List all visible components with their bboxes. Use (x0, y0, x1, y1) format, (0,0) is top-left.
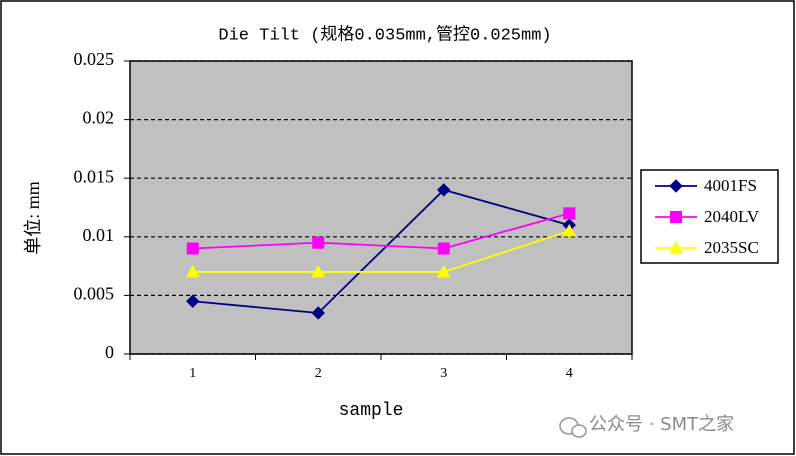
watermark-text: 公众号 · SMT之家 (589, 414, 734, 435)
x-tick-label: 4 (566, 366, 573, 381)
marker (563, 207, 576, 220)
marker (185, 264, 200, 278)
series-line (192, 188, 570, 314)
y-tick-label: 0.02 (83, 108, 115, 128)
x-tick-label: 2 (315, 366, 322, 381)
marker (437, 183, 451, 197)
y-axis-label: 单位: mm (23, 181, 43, 255)
marker (562, 223, 577, 237)
legend-label: 4001FS (704, 176, 757, 195)
series-line (192, 230, 570, 273)
legend-label: 2040LV (704, 207, 760, 226)
series-line (192, 212, 570, 250)
y-tick-label: 0.01 (83, 225, 115, 245)
x-tick-label: 1 (189, 366, 196, 381)
y-tick-label: 0 (105, 342, 114, 362)
marker (311, 306, 325, 320)
legend-label: 2035SC (704, 238, 759, 257)
marker (186, 294, 200, 308)
watermark: 公众号 · SMT之家 (559, 414, 734, 438)
marker (186, 242, 199, 255)
legend-marker (669, 240, 683, 254)
marker (436, 264, 451, 278)
legend-marker (670, 211, 682, 223)
y-tick-label: 0.015 (74, 166, 115, 186)
plot-area (130, 61, 632, 354)
marker (311, 264, 326, 278)
x-axis-label: sample (339, 401, 404, 421)
x-tick-label: 3 (440, 366, 447, 381)
chart-title: Die Tilt (规格0.035mm,管控0.025mm) (218, 24, 551, 45)
legend-marker (669, 179, 683, 193)
y-tick-label: 0.025 (74, 49, 115, 69)
marker (312, 236, 325, 249)
marker (437, 242, 450, 255)
watermark-icon (571, 424, 587, 438)
y-tick-label: 0.005 (74, 284, 115, 304)
